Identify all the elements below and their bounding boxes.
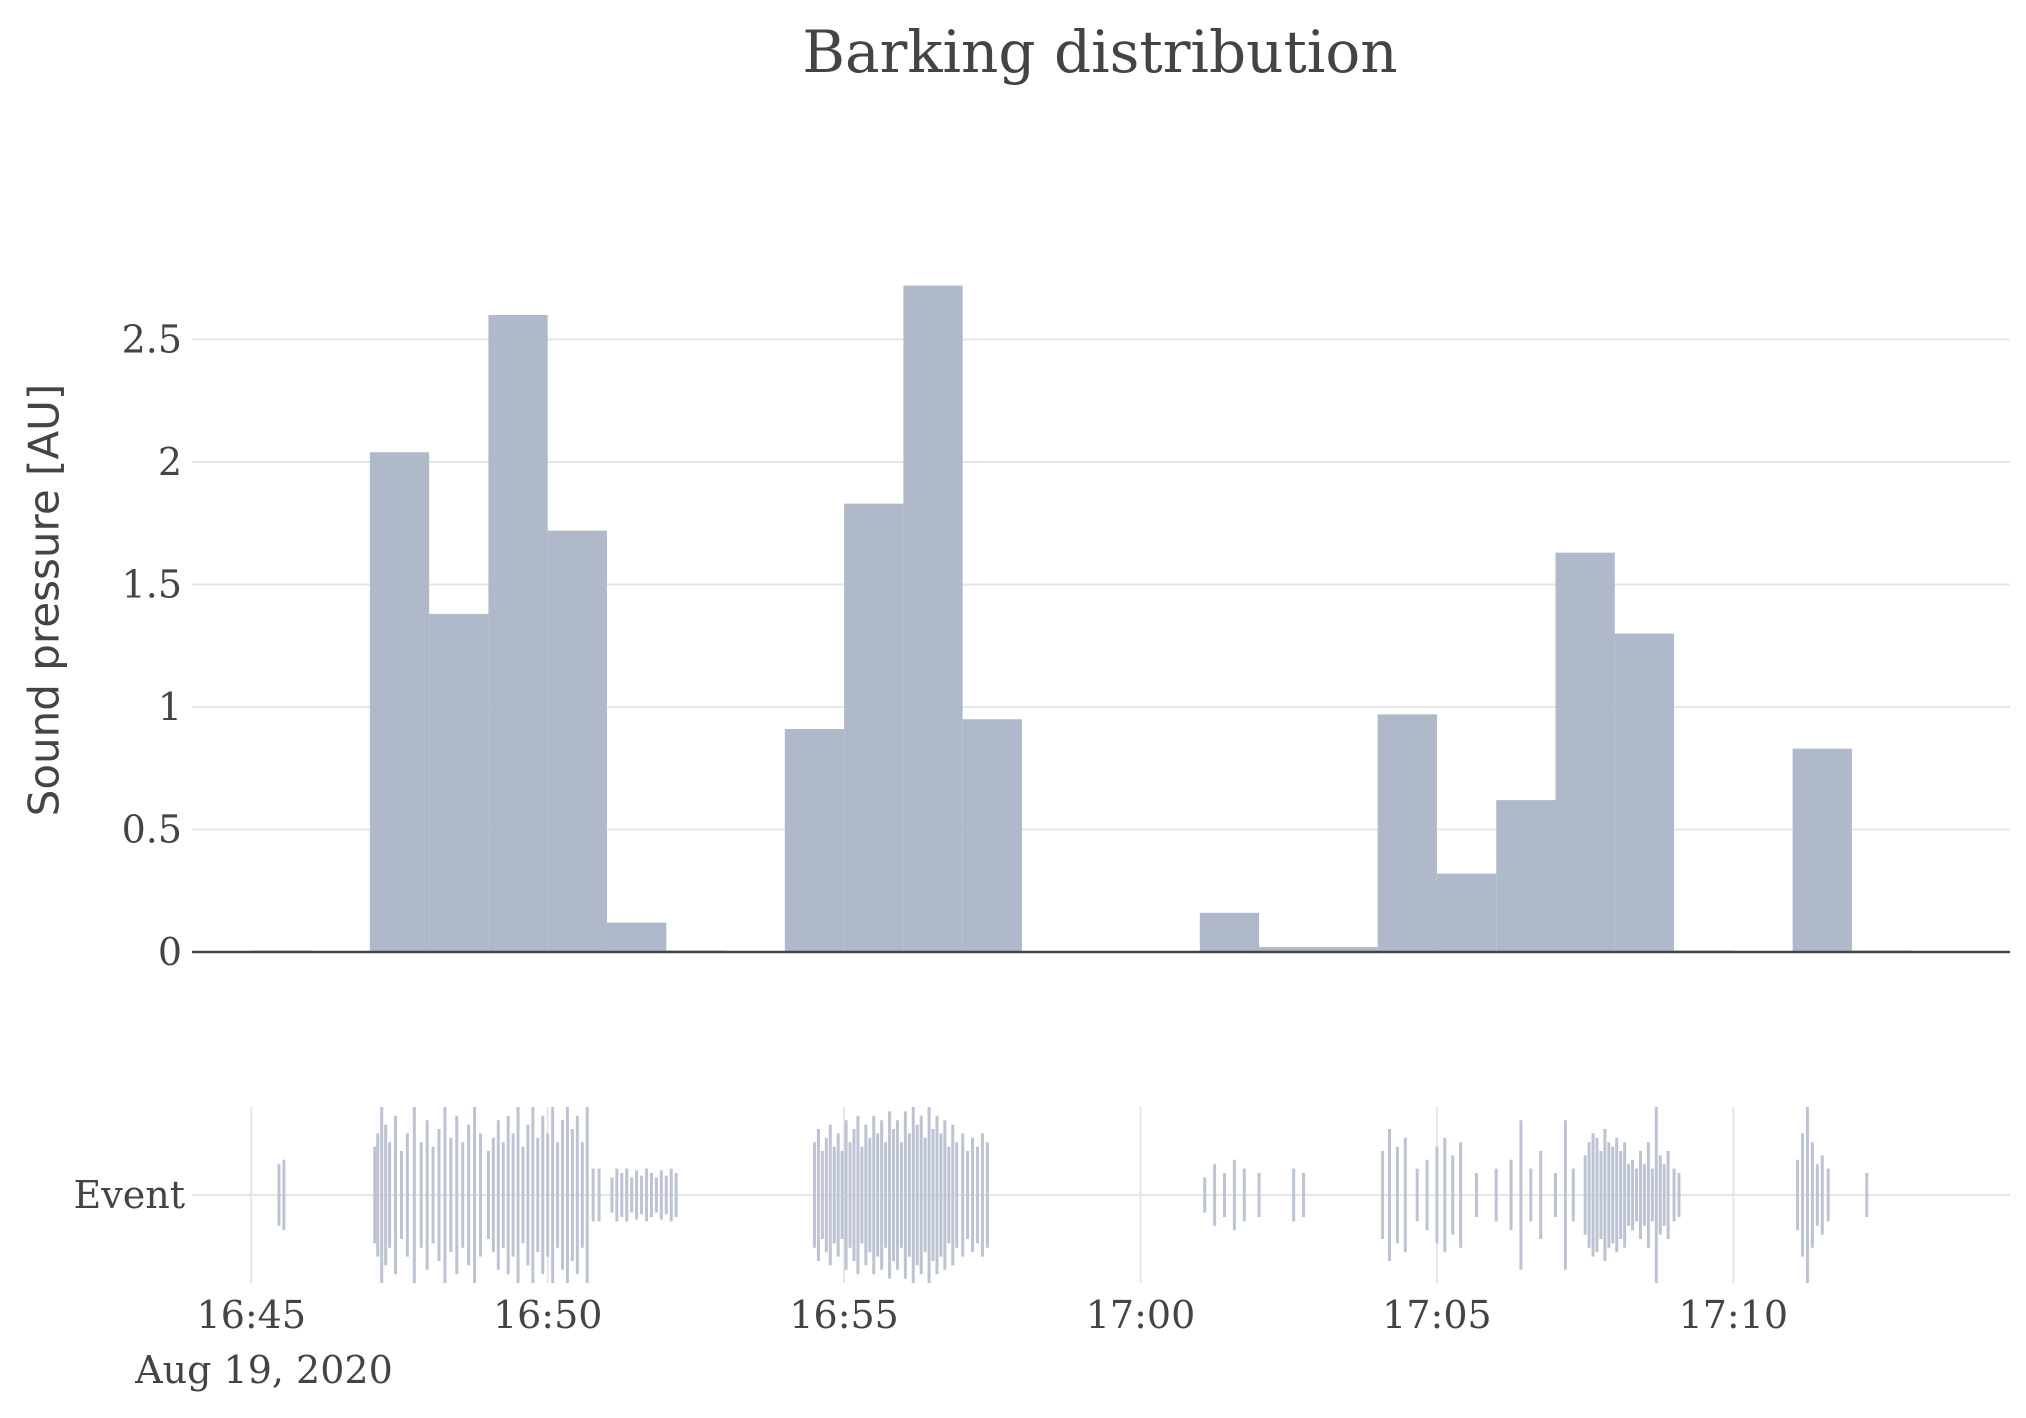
histogram-bars	[251, 285, 1912, 953]
histogram-bar	[1792, 748, 1852, 952]
histogram-bar	[369, 452, 430, 952]
histogram-bar	[844, 503, 904, 952]
y-tick-labels: 0 0.5 1 1.5 2 2.5	[122, 318, 182, 975]
y-axis-label: Sound pressure [AU]	[20, 384, 69, 817]
histogram-bar	[1496, 800, 1556, 952]
y-tick-label: 1.5	[122, 563, 182, 607]
histogram-bar	[903, 285, 963, 953]
histogram-bar	[1318, 947, 1378, 952]
x-tick-labels: 16:45 16:50 16:55 17:00 17:05 17:10	[197, 1293, 1789, 1337]
y-tick-label: 1	[158, 685, 182, 729]
x-tick-label: 17:00	[1086, 1293, 1196, 1337]
y-tick-label: 2	[158, 440, 182, 484]
x-tick-label: 16:45	[197, 1293, 307, 1337]
histogram-bar	[962, 719, 1022, 952]
histogram-bar	[1377, 714, 1437, 952]
histogram-bar	[1259, 947, 1319, 952]
histogram-bar	[1199, 912, 1260, 952]
histogram-bar	[784, 729, 845, 952]
histogram-bar	[429, 613, 489, 952]
y-tick-label: 0	[158, 930, 182, 974]
y-tick-label: 2.5	[122, 318, 182, 362]
date-label: Aug 19, 2020	[134, 1348, 393, 1392]
histogram-bar	[547, 530, 607, 952]
chart-title: Barking distribution	[802, 18, 1397, 86]
x-tick-label: 17:10	[1679, 1293, 1789, 1337]
event-axis-label: Event	[74, 1173, 185, 1217]
histogram-bar	[606, 922, 667, 952]
x-tick-label: 16:55	[789, 1293, 899, 1337]
event-strip	[277, 1107, 1869, 1283]
histogram-bar	[488, 315, 548, 952]
event-gridlines	[192, 1107, 2010, 1283]
histogram-bar	[1614, 633, 1675, 952]
x-tick-label: 17:05	[1382, 1293, 1492, 1337]
histogram-bar	[1436, 873, 1497, 952]
y-tick-label: 0.5	[122, 808, 182, 852]
x-tick-label: 16:50	[493, 1293, 603, 1337]
histogram-bar	[1555, 552, 1615, 952]
